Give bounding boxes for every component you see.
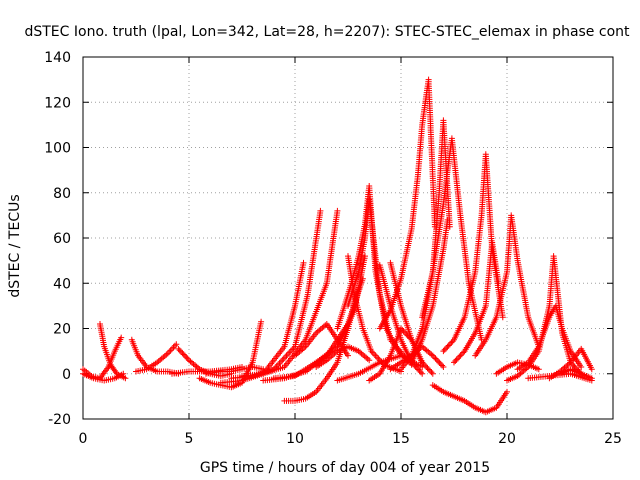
axis-ticks: 0 5 10 15 20 25 -20 0 20 40 60 80 100 120 140 — [44, 50, 622, 447]
data-points — [313, 343, 373, 370]
data-points — [345, 253, 404, 375]
y-tick-label: 100 — [44, 141, 71, 157]
data-points — [419, 135, 485, 343]
data-arc — [408, 216, 451, 366]
data-points — [133, 341, 180, 375]
data-points — [514, 302, 585, 373]
data-points — [472, 212, 542, 359]
data-points — [429, 382, 510, 416]
data-arc — [133, 341, 180, 375]
data-arc — [557, 366, 595, 382]
data-arc — [376, 76, 438, 332]
data-series — [80, 76, 595, 416]
data-arc — [451, 239, 502, 366]
y-tick-label: 80 — [53, 186, 71, 202]
data-arc — [345, 253, 404, 375]
data-points — [334, 183, 404, 359]
y-axis-label: dSTEC / TECUs — [7, 194, 23, 297]
data-arc — [419, 135, 485, 343]
data-points — [451, 239, 502, 366]
data-arc — [514, 302, 585, 373]
y-tick-label: 60 — [53, 231, 71, 247]
y-tick-label: 120 — [44, 95, 71, 111]
data-arc — [313, 343, 373, 370]
grid — [83, 57, 613, 419]
x-tick-label: 15 — [392, 431, 410, 447]
y-tick-label: 140 — [44, 50, 71, 66]
data-arc — [97, 321, 129, 382]
data-points — [408, 216, 451, 366]
data-arc — [472, 212, 542, 359]
data-points — [557, 366, 595, 382]
x-axis-label: GPS time / hours of day 004 of year 2015 — [200, 460, 490, 476]
x-tick-label: 10 — [286, 431, 304, 447]
data-arc — [429, 382, 510, 416]
data-points — [239, 207, 341, 379]
x-tick-label: 20 — [498, 431, 516, 447]
data-points — [97, 321, 129, 382]
data-points — [203, 364, 267, 377]
data-arc — [239, 207, 341, 379]
y-tick-label: 0 — [62, 367, 71, 383]
data-points — [376, 76, 438, 332]
x-tick-label: 0 — [79, 431, 88, 447]
data-arc — [334, 183, 404, 359]
x-tick-label: 25 — [604, 431, 622, 447]
data-arc — [203, 364, 267, 377]
y-tick-label: 20 — [53, 322, 71, 338]
y-tick-label: 40 — [53, 276, 71, 292]
y-tick-label: -20 — [48, 412, 71, 428]
chart-title: dSTEC Iono. truth (lpal, Lon=342, Lat=28… — [24, 24, 630, 40]
x-tick-label: 5 — [185, 431, 194, 447]
